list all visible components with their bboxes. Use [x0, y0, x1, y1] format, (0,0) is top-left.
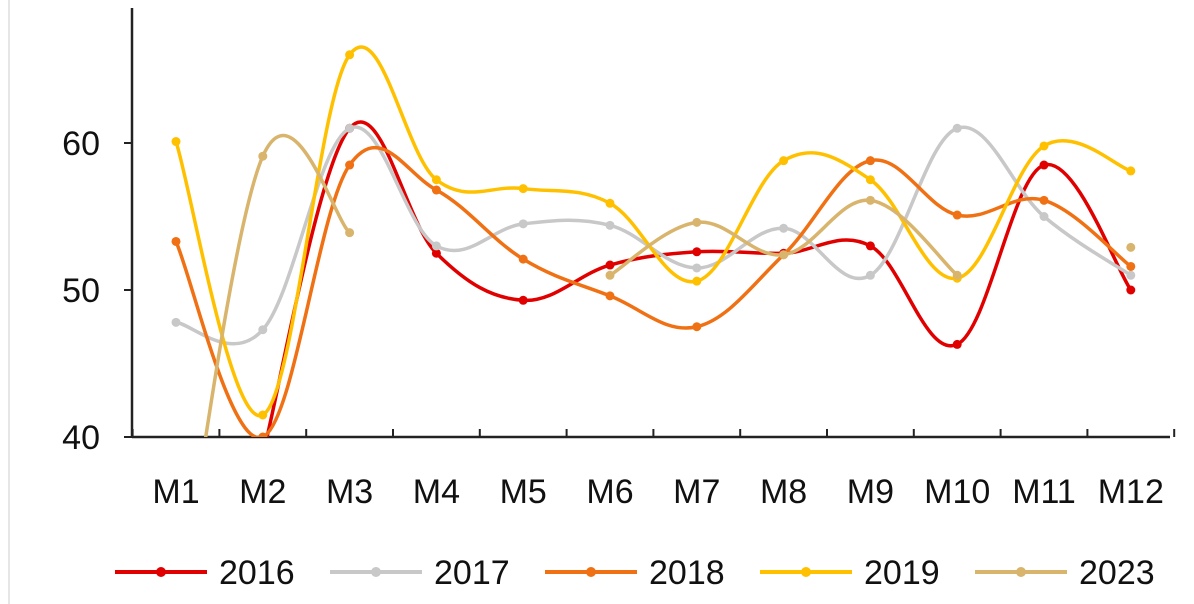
legend-label: 2019: [864, 554, 940, 592]
data-point-2018: [171, 236, 181, 246]
data-point-2018: [952, 210, 962, 220]
data-point-2017: [779, 223, 789, 233]
data-point-2023: [258, 151, 268, 161]
data-point-2018: [865, 156, 875, 166]
legend-item-2017: 2017: [330, 554, 510, 592]
x-tick-label: M8: [760, 473, 807, 511]
data-point-2023: [952, 270, 962, 280]
y-tick-label: 60: [62, 125, 100, 163]
data-point-2017: [258, 325, 268, 335]
data-point-2019: [605, 198, 615, 208]
data-point-2019: [258, 410, 268, 420]
series-2019: [171, 45, 1136, 420]
axes: 40 50 60: [62, 8, 1176, 457]
data-point-2018: [692, 322, 702, 332]
left-border-rule: [8, 0, 10, 604]
data-point-2018: [518, 254, 528, 264]
x-axis-labels: M1 M2 M3 M4 M5 M6 M7 M8 M9 M10 M11 M12: [152, 473, 1163, 511]
legend-label: 2018: [649, 554, 725, 592]
legend-item-2023: 2023: [975, 554, 1155, 592]
data-point-2017: [692, 263, 702, 273]
legend-marker: [801, 567, 811, 577]
legend-item-2018: 2018: [545, 554, 725, 592]
x-tick-label: M1: [152, 473, 199, 511]
data-point-2017: [1039, 212, 1049, 221]
data-point-2017: [518, 219, 528, 229]
data-point-2019: [865, 175, 875, 185]
series-line-2019: [174, 45, 1133, 418]
data-point-2019: [518, 184, 528, 194]
legend-marker: [1016, 567, 1026, 577]
x-tick-label: M9: [847, 473, 894, 511]
x-tick-label: M12: [1098, 473, 1164, 511]
data-point-2018: [431, 185, 441, 195]
data-point-2019: [779, 156, 789, 166]
data-point-2017: [171, 317, 181, 327]
legend-label: 2017: [434, 554, 510, 592]
x-tick-label: M3: [326, 473, 373, 511]
legend-label: 2016: [219, 554, 295, 592]
data-point-2019: [171, 137, 181, 147]
series-line-2016: [265, 120, 1133, 437]
data-point-2016: [1126, 285, 1136, 295]
data-point-2016: [865, 241, 875, 251]
data-point-2018: [1126, 261, 1136, 271]
data-point-2023: [345, 228, 355, 238]
data-point-2017: [952, 123, 962, 133]
legend-item-2016: 2016: [115, 554, 295, 592]
series-2018: [171, 145, 1136, 437]
y-tick-label: 50: [62, 272, 100, 310]
data-point-2016: [1039, 160, 1049, 170]
data-point-2018: [258, 432, 268, 437]
legend-label: 2023: [1079, 554, 1155, 592]
x-tick-label: M7: [673, 473, 720, 511]
x-tick-label: M5: [500, 473, 547, 511]
data-point-2018: [1039, 195, 1049, 205]
data-point-2017: [865, 270, 875, 280]
data-point-2016: [952, 339, 962, 349]
data-point-2023: [605, 270, 615, 280]
series-2023: [203, 133, 1136, 437]
x-tick-label: M10: [924, 473, 990, 511]
legend-marker: [371, 567, 381, 577]
data-point-2023: [779, 250, 789, 260]
x-tick-label: M4: [413, 473, 460, 511]
data-point-2017: [605, 220, 615, 230]
data-point-2019: [345, 50, 355, 60]
data-point-2018: [345, 160, 355, 170]
data-point-2023: [692, 217, 702, 227]
legend-marker: [156, 567, 166, 577]
legend-item-2019: 2019: [760, 554, 940, 592]
data-point-2023: [865, 195, 875, 205]
x-tick-label: M2: [239, 473, 286, 511]
data-point-2019: [1039, 141, 1049, 151]
data-point-2016: [692, 247, 702, 257]
data-point-2016: [431, 248, 441, 258]
data-point-2019: [1126, 166, 1136, 176]
data-point-2019: [431, 175, 441, 185]
y-tick-label: 40: [62, 419, 100, 457]
series-line-2023: [203, 133, 352, 437]
data-point-2016: [258, 450, 267, 459]
data-point-2017: [345, 123, 355, 133]
x-tick-label: M11: [1012, 473, 1076, 511]
data-point-2017: [1126, 270, 1136, 280]
data-point-2019: [692, 276, 702, 286]
data-point-2018: [605, 291, 615, 301]
legend: 2016 2017 2018 2019 2023: [115, 554, 1155, 592]
data-point-2023: [1126, 242, 1136, 252]
series-layer: [171, 45, 1136, 459]
x-tick-label: M6: [586, 473, 633, 511]
legend-marker: [586, 567, 596, 577]
data-point-2016: [518, 295, 528, 305]
data-point-2016: [605, 260, 615, 270]
data-point-2017: [431, 241, 441, 251]
